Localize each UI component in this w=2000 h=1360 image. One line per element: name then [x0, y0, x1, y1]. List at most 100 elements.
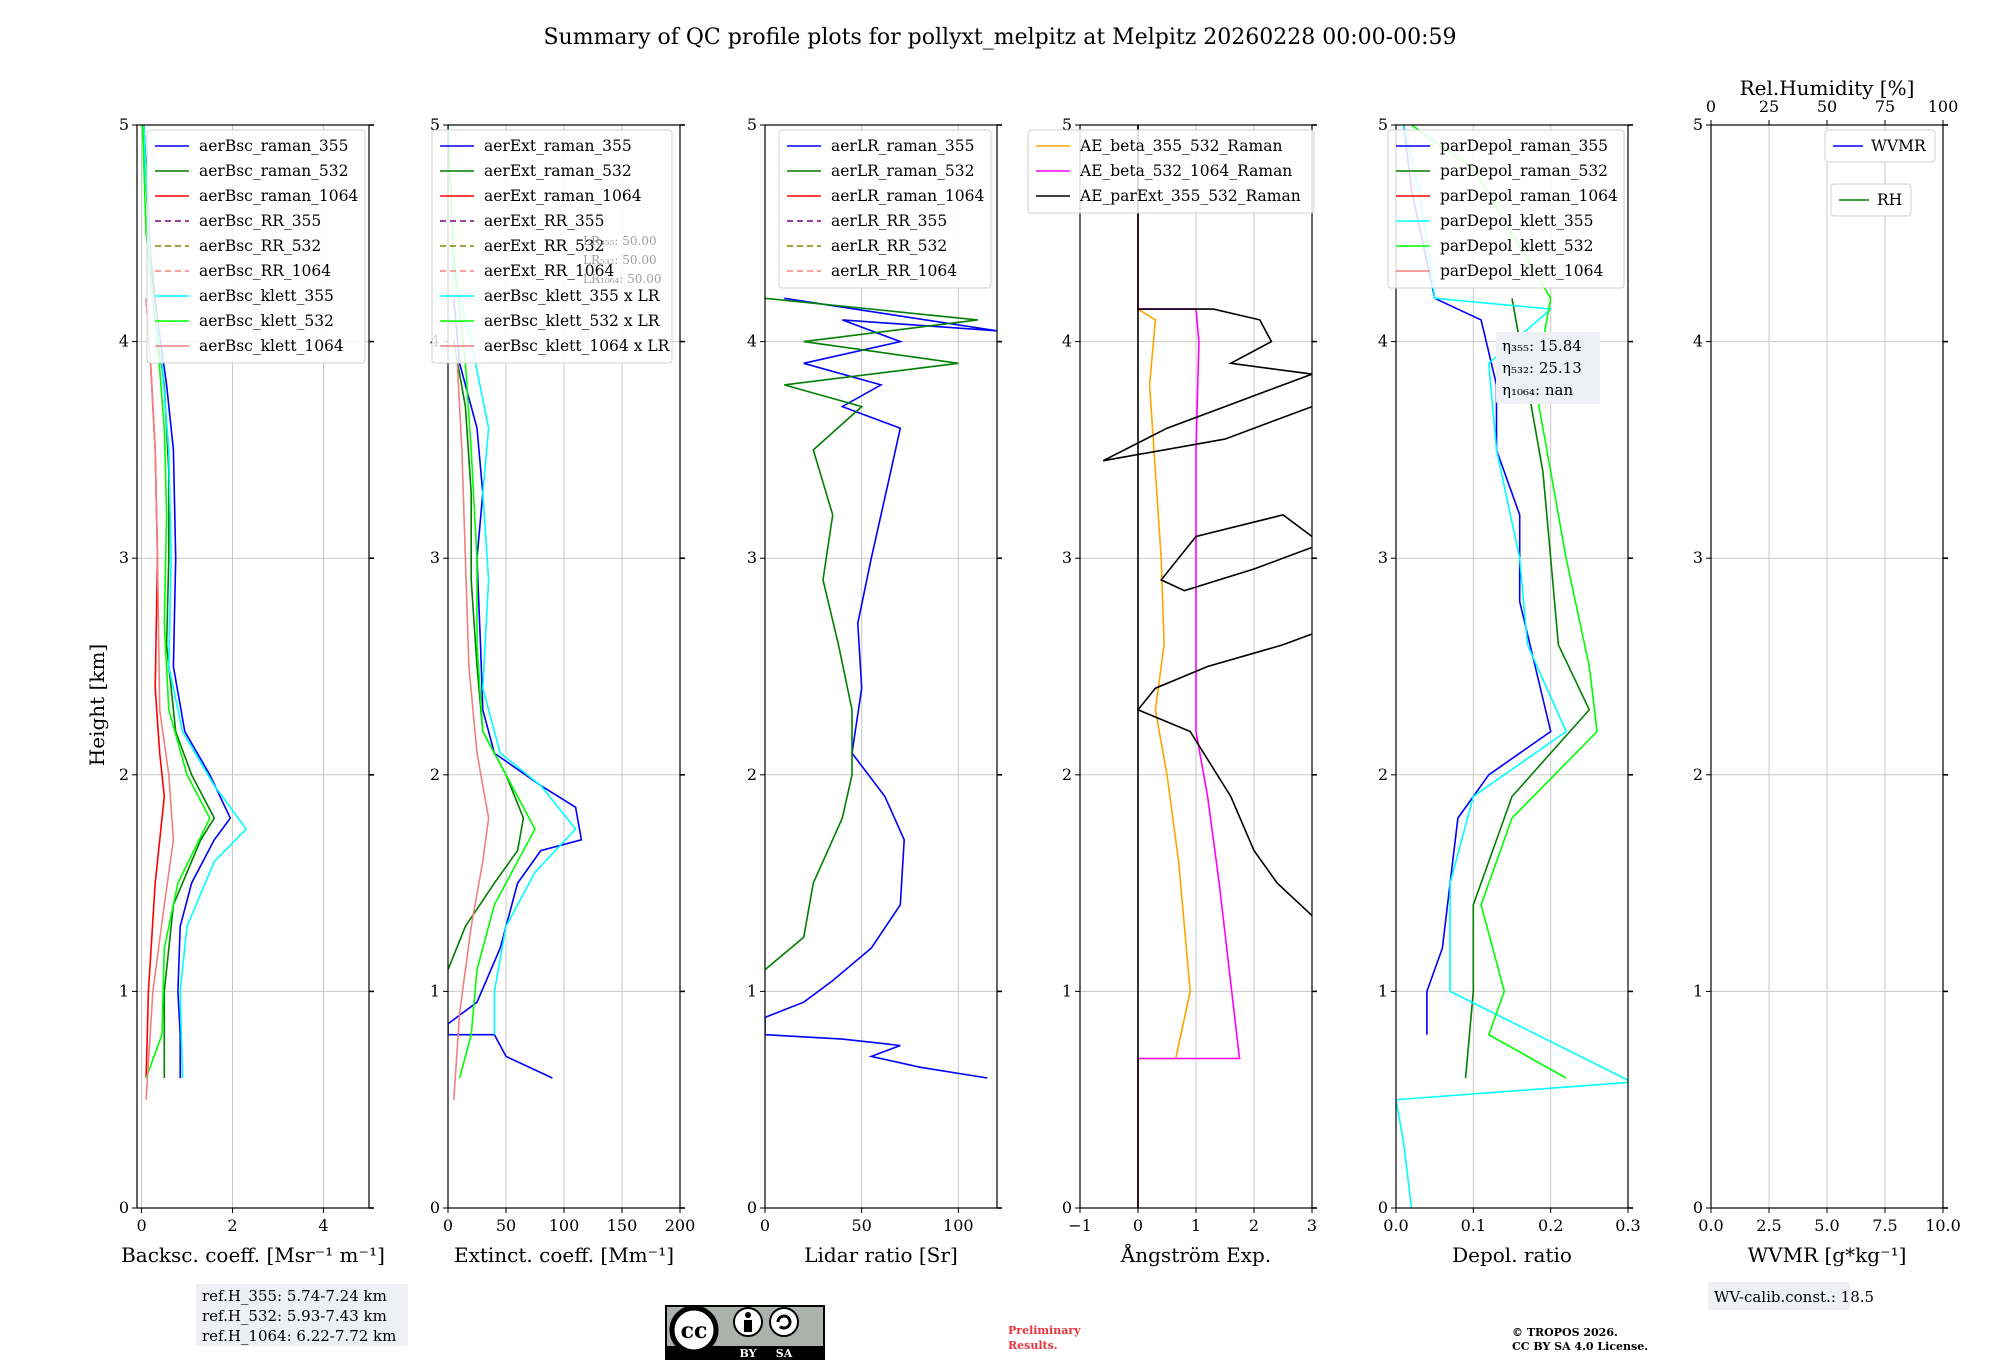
- legend-entry: AE_beta_355_532_Raman: [1079, 137, 1282, 155]
- x-tick-label: 150: [607, 1216, 638, 1235]
- x-tick-label: 100: [943, 1216, 974, 1235]
- y-tick-label: 1: [430, 981, 440, 1000]
- legend-box: [1387, 129, 1625, 289]
- share-alike-icon: [769, 1307, 799, 1337]
- y-tick-label: 5: [119, 115, 129, 134]
- axes-frame: [136, 124, 370, 1209]
- top-x-axis-label: Rel.Humidity [%]: [1740, 76, 1915, 100]
- y-tick-label: 1: [1062, 981, 1072, 1000]
- legend-entry: parDepol_klett_532: [1440, 237, 1593, 255]
- cc-sa-text: SA: [776, 1347, 793, 1360]
- panel-6: 0.0 2.5 5.0 7.5 10.0 0 1 2 3 4 5 WVMR [g*kg⁻¹] 0 25 50…: [1693, 76, 1961, 1267]
- legend-entry: parDepol_raman_1064: [1440, 187, 1618, 205]
- plot-area: [1396, 125, 1628, 1208]
- y-tick-label: 0: [747, 1198, 757, 1217]
- x-tick-label: 0.2: [1538, 1216, 1563, 1235]
- legend-entry: aerExt_RR_1064: [484, 262, 615, 280]
- x-tick-label: 0.3: [1615, 1216, 1640, 1235]
- legend-entry: aerLR_raman_355: [831, 137, 974, 155]
- eta-box: [1496, 332, 1600, 404]
- legend-box: [778, 129, 992, 289]
- legend-entry: AE_parExt_355_532_Raman: [1079, 187, 1301, 205]
- series-line-aerBsc_raman_1064: [145, 298, 166, 1079]
- copyright-line-1: © TROPOS 2026.: [1512, 1326, 1618, 1339]
- legend-entry: aerLR_RR_355: [831, 212, 947, 230]
- x-tick-label: 0.0: [1383, 1216, 1408, 1235]
- legend-entry: aerBsc_klett_355: [199, 287, 334, 305]
- figure-title: Summary of QC profile plots for pollyxt_…: [543, 25, 1456, 50]
- legend-entry: aerBsc_raman_532: [199, 162, 349, 180]
- eta-annotation: η₁₀₆₄: nan: [1502, 381, 1573, 399]
- plot-area: [1102, 125, 1312, 1208]
- x-tick-label: 0: [443, 1216, 453, 1235]
- x-axis-label: Ångström Exp.: [1120, 1242, 1271, 1267]
- y-tick-label: 4: [1062, 332, 1072, 351]
- y-tick-label: 3: [1693, 548, 1703, 567]
- y-tick-label: 1: [119, 981, 129, 1000]
- x-tick-label: 0: [760, 1216, 770, 1235]
- ref-height-box: ref.H_355: 5.74-7.24 km ref.H_532: 5.93-…: [196, 1284, 408, 1346]
- copyright-line-2: CC BY SA 4.0 License.: [1512, 1340, 1648, 1353]
- series-line-AE_beta_532_1064_Raman: [1137, 125, 1241, 1208]
- x-tick-label: 3: [1307, 1216, 1317, 1235]
- y-tick-label: 5: [1062, 115, 1072, 134]
- legend-entry: aerBsc_klett_532: [199, 312, 334, 330]
- x-tick-label: 2: [1249, 1216, 1259, 1235]
- legend-entry: aerLR_RR_1064: [831, 262, 957, 280]
- y-tick-label: 3: [430, 548, 440, 567]
- x-tick-label: 4: [318, 1216, 328, 1235]
- y-tick-label: 0: [1693, 1198, 1703, 1217]
- series-line-aerBsc_klett_532 x LR: [448, 125, 536, 1079]
- legend-entry: aerLR_RR_532: [831, 237, 947, 255]
- x-tick-label: 0: [136, 1216, 146, 1235]
- top-x-tick-label: 25: [1759, 97, 1779, 116]
- y-axis-label: Height [km]: [85, 644, 109, 766]
- y-tick-label: 1: [747, 981, 757, 1000]
- y-tick-label: 2: [1378, 765, 1388, 784]
- ref-height-1064: ref.H_1064: 6.22-7.72 km: [202, 1327, 396, 1345]
- legend-entry: parDepol_raman_355: [1440, 137, 1608, 155]
- legend-entry: aerLR_raman_1064: [831, 187, 984, 205]
- y-tick-label: 5: [1378, 115, 1388, 134]
- legend-entry: aerExt_RR_355: [484, 212, 605, 230]
- legend-entry: RH: [1877, 191, 1902, 209]
- series-line-aerBsc_klett_1064: [145, 298, 175, 1100]
- top-x-tick-label: 50: [1817, 97, 1837, 116]
- series-line-parDepol_klett_532: [1411, 125, 1598, 1079]
- x-tick-label: −1: [1068, 1216, 1092, 1235]
- series-line-parDepol_raman_355: [1402, 125, 1552, 1035]
- x-axis-label: WVMR [g*kg⁻¹]: [1748, 1243, 1907, 1267]
- series-line-aerExt_raman_355: [448, 298, 583, 1079]
- y-tick-label: 2: [119, 765, 129, 784]
- legend-entry: aerExt_raman_355: [484, 137, 632, 155]
- legend-entry: aerBsc_RR_355: [199, 212, 321, 230]
- legend-entry: parDepol_klett_1064: [1440, 262, 1603, 280]
- cc-by-text: BY: [740, 1347, 757, 1360]
- x-tick-label: 100: [549, 1216, 580, 1235]
- legend-entry: aerBsc_RR_1064: [199, 262, 331, 280]
- legend-box: [1027, 129, 1315, 214]
- panel-5: 0.0 0.1 0.2 0.3 0 1 2 3 4 5 Depol. ratio parDepol_r…: [1378, 115, 1641, 1267]
- series-line-extra-0: [1136, 633, 1312, 917]
- y-tick-label: 5: [747, 115, 757, 134]
- y-tick-label: 4: [119, 332, 129, 351]
- y-tick-label: 0: [430, 1198, 440, 1217]
- series-line-parDepol_klett_355: [1396, 125, 1628, 1208]
- legend-entry: aerBsc_klett_355 x LR: [484, 287, 661, 305]
- y-tick-label: 0: [119, 1198, 129, 1217]
- y-tick-label: 2: [1693, 765, 1703, 784]
- y-tick-label: 3: [1378, 548, 1388, 567]
- legend-box: [431, 129, 673, 364]
- x-tick-label: 10.0: [1925, 1216, 1961, 1235]
- x-tick-label: 2: [227, 1216, 237, 1235]
- preliminary-label-1: Preliminary: [1008, 1324, 1081, 1337]
- y-tick-label: 4: [1693, 332, 1703, 351]
- top-x-tick-label: 100: [1928, 97, 1959, 116]
- y-tick-label: 2: [430, 765, 440, 784]
- x-axis-label: Extinct. coeff. [Mm⁻¹]: [454, 1243, 674, 1267]
- legend-entry: aerExt_RR_532: [484, 237, 605, 255]
- axes-frame: [764, 124, 998, 1209]
- y-tick-label: 4: [747, 332, 757, 351]
- legend-entry: aerBsc_klett_532 x LR: [484, 312, 661, 330]
